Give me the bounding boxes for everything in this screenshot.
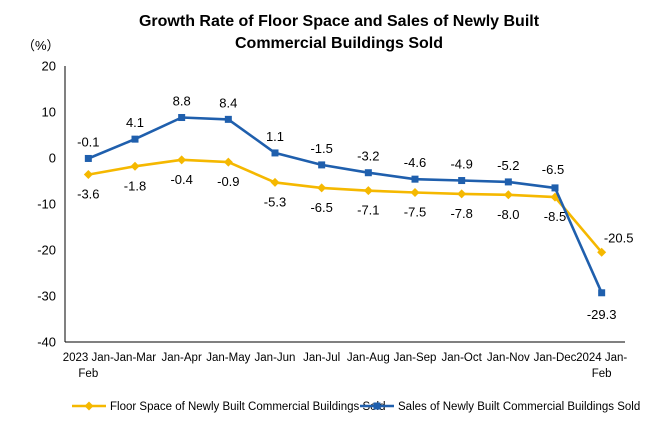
data-point-square	[178, 114, 186, 122]
data-label: -6.5	[542, 162, 564, 177]
data-label: -0.9	[217, 174, 239, 189]
data-point-square	[411, 175, 419, 183]
y-tick-label: -10	[37, 197, 56, 212]
x-tick-label: Jan-May	[206, 352, 250, 364]
series-line-2	[87, 116, 603, 294]
data-point-square	[504, 178, 512, 186]
data-label: -0.4	[170, 172, 192, 187]
data-label: -20.5	[604, 230, 634, 245]
y-tick-label: 0	[49, 151, 56, 166]
data-label: -8.0	[497, 207, 519, 222]
y-tick-label: -40	[37, 335, 56, 350]
data-point-diamond	[597, 247, 607, 257]
data-point-diamond	[223, 157, 233, 167]
data-point-square	[551, 184, 559, 192]
x-tick-label: Jan-Jun	[255, 352, 296, 364]
plot-area: -40 -30 -20 -10 0 10 20 2023 Jan- Feb Jan-Mar Jan-…	[37, 59, 633, 381]
data-label: -7.5	[404, 205, 426, 220]
x-tick-label: Jan-Oct	[442, 352, 483, 364]
x-tick-label: Jan-Nov	[487, 352, 530, 364]
chart-title-line-1: Growth Rate of Floor Space and Sales of …	[139, 13, 540, 30]
data-label: -6.5	[310, 200, 332, 215]
x-tick-label: Jan-Mar	[114, 352, 156, 364]
x-tick-label: Feb	[592, 368, 612, 380]
data-label: -29.3	[587, 307, 617, 322]
data-label: 8.4	[219, 95, 237, 110]
data-label: 4.1	[126, 115, 144, 130]
legend-marker-diamond	[84, 401, 94, 411]
legend: Floor Space of Newly Built Commercial Bu…	[72, 401, 640, 413]
data-label: -3.2	[357, 149, 379, 164]
y-axis-unit: （%）	[22, 38, 60, 53]
x-tick-label: Jan-Aug	[347, 352, 390, 364]
data-label: -5.3	[264, 194, 286, 209]
legend-marker-square	[373, 402, 381, 410]
data-label: -1.5	[310, 141, 332, 156]
data-point-square	[458, 177, 466, 185]
x-tick-label: Jan-Dec	[534, 352, 577, 364]
x-tick-label: Jan-Apr	[162, 352, 202, 364]
x-tick-label: 2024 Jan-	[576, 352, 627, 364]
data-point-diamond	[177, 155, 187, 165]
y-tick-label: 20	[42, 59, 56, 74]
data-label: -8.5	[544, 209, 566, 224]
legend-label-2: Sales of Newly Built Commercial Building…	[398, 401, 640, 413]
data-point-diamond	[503, 190, 513, 200]
data-point-square	[224, 115, 232, 123]
data-point-square	[598, 289, 606, 297]
data-point-diamond	[457, 189, 467, 199]
data-point-diamond	[410, 188, 420, 197]
data-point-diamond	[130, 161, 140, 171]
data-label: -1.8	[124, 178, 146, 193]
data-point-diamond	[83, 170, 93, 180]
chart-title-line-2: Commercial Buildings Sold	[235, 35, 443, 52]
data-point-square	[84, 154, 92, 162]
x-tick-label: 2023 Jan-	[63, 352, 114, 364]
data-point-diamond	[317, 183, 327, 193]
series-line-1	[88, 158, 603, 254]
data-label: -3.6	[77, 187, 99, 202]
data-label: -0.1	[77, 134, 99, 149]
data-label: -5.2	[497, 158, 519, 173]
y-tick-label: -20	[37, 243, 56, 258]
x-tick-label: Jan-Sep	[394, 352, 437, 364]
data-point-diamond	[270, 177, 280, 187]
data-point-square	[364, 169, 372, 177]
data-point-square	[318, 161, 326, 169]
x-tick-label: Feb	[78, 368, 98, 380]
legend-label-1: Floor Space of Newly Built Commercial Bu…	[110, 401, 385, 413]
data-point-square	[271, 149, 279, 157]
data-label: -7.8	[450, 206, 472, 221]
data-label: -7.1	[357, 203, 379, 218]
x-tick-label: Jan-Jul	[303, 352, 340, 364]
data-label: 8.8	[173, 94, 191, 109]
data-label: -4.9	[450, 157, 472, 172]
data-point-square	[131, 135, 139, 143]
data-label: 1.1	[266, 129, 284, 144]
data-point-diamond	[363, 186, 373, 196]
y-tick-label: -30	[37, 289, 56, 304]
data-label: -4.6	[404, 155, 426, 170]
y-tick-label: 10	[42, 105, 56, 120]
